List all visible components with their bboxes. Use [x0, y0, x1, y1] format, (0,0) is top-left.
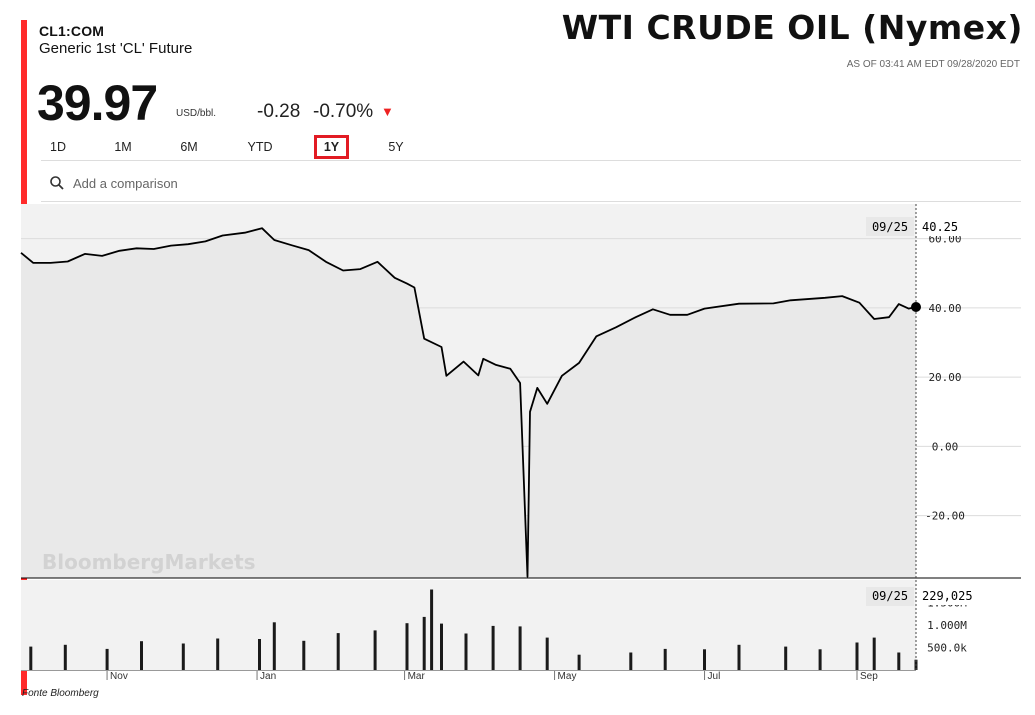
volume-bar: [29, 646, 33, 670]
tab-1d[interactable]: 1D: [50, 140, 66, 154]
volume-bar: [140, 641, 143, 670]
tab-6m[interactable]: 6M: [180, 140, 198, 154]
price-change-percent: -0.70%: [313, 101, 374, 122]
volume-bar: [272, 622, 276, 670]
last-price: 39.97: [37, 75, 158, 131]
price-change: -0.28: [257, 101, 301, 122]
volume-bar: [663, 648, 667, 670]
volume-bar: [373, 630, 377, 670]
x-tick-label: Nov: [110, 671, 128, 682]
x-tick-label: May: [558, 671, 577, 682]
divider: [41, 201, 1021, 202]
ticker-symbol: CL1:COM: [39, 23, 105, 39]
bloomberg-watermark: BloombergMarkets: [42, 550, 256, 574]
volume-bar: [545, 637, 549, 670]
x-tick-label: Sep: [860, 671, 878, 682]
volume-bar: [577, 654, 581, 670]
volume-bar: [518, 626, 522, 670]
volume-bar: [784, 646, 788, 670]
volume-tick-label: 500.0k: [927, 642, 967, 655]
volume-bar: [405, 623, 409, 670]
volume-bar: [464, 633, 468, 670]
source-note: Fonte Bloomberg: [22, 688, 99, 699]
hover-value: 40.25: [922, 220, 958, 234]
x-tick-label: Jan: [260, 671, 276, 682]
volume-bar: [105, 648, 109, 670]
down-triangle-icon: ▼: [381, 104, 394, 119]
y-tick-label: 20.00: [928, 371, 961, 384]
instrument-name: Generic 1st 'CL' Future: [39, 40, 193, 57]
volume-hover-date: 09/25: [872, 589, 908, 603]
page-title: WTI CRUDE OIL (Nymex): [561, 8, 1023, 47]
volume-hover-value-box: [918, 587, 982, 605]
volume-bar: [258, 639, 261, 670]
tab-ytd[interactable]: YTD: [247, 140, 273, 154]
hover-date-box: [866, 217, 914, 236]
volume-hover-value: 229,025: [922, 589, 973, 603]
volume-bar: [872, 637, 876, 670]
volume-hover-date-box: [866, 587, 914, 606]
comparison-input[interactable]: [73, 172, 223, 194]
volume-bar: [897, 652, 901, 670]
volume-tick-label: 1.000M: [927, 619, 967, 632]
volume-bar: [181, 643, 185, 670]
tab-1y[interactable]: 1Y: [314, 135, 349, 159]
price-line: [20, 227, 917, 578]
volume-bar: [216, 638, 220, 670]
volume-bar: [422, 616, 426, 670]
volume-bar: [302, 640, 306, 671]
price-area: [21, 228, 916, 578]
hover-value-box: [918, 217, 968, 236]
timeframe-tabs: 1D 1M 6M YTD 1Y 5Y: [41, 135, 1021, 161]
hover-date: 09/25: [872, 220, 908, 234]
volume-bar: [629, 652, 633, 670]
volume-bar: [440, 623, 443, 670]
y-tick-label: 40.00: [928, 302, 961, 315]
volume-bar: [818, 649, 822, 670]
x-tick-label: Jul: [708, 671, 721, 682]
as-of-timestamp: AS OF 03:41 AM EDT 09/28/2020 EDT: [846, 59, 1020, 70]
tab-1m[interactable]: 1M: [114, 140, 132, 154]
y-tick-label: 0.00: [932, 440, 959, 453]
volume-bar: [703, 649, 706, 670]
search-icon: [50, 176, 64, 190]
volume-bar: [737, 644, 741, 670]
tab-5y[interactable]: 5Y: [388, 140, 404, 154]
volume-bar: [63, 644, 67, 670]
volume-bar: [336, 633, 340, 670]
volume-background: [21, 580, 916, 671]
price-unit: USD/bbl.: [176, 108, 217, 119]
x-tick-label: Mar: [408, 671, 426, 682]
last-point-marker: [911, 302, 921, 313]
volume-bar: [491, 625, 495, 670]
y-tick-label: -20.00: [925, 510, 965, 523]
volume-bar: [855, 642, 859, 670]
volume-bar: [430, 589, 434, 670]
